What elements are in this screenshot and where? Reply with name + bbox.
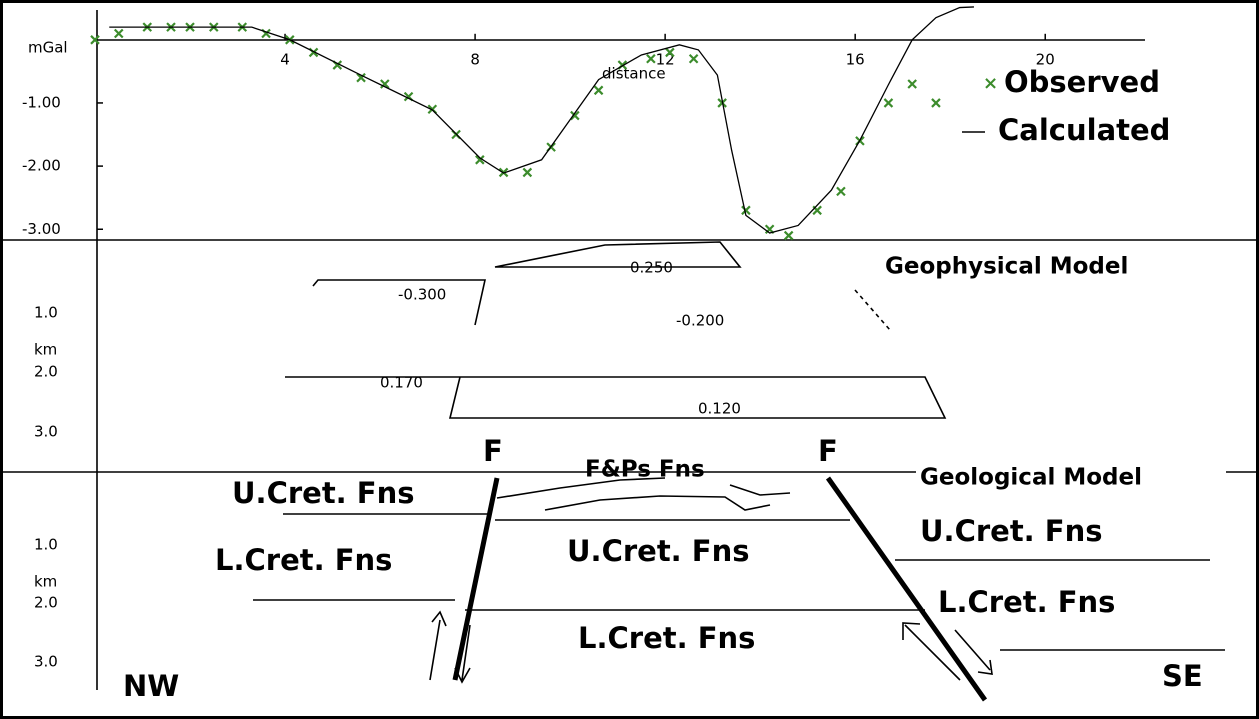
unit-label: L.Cret. Fns [215, 543, 392, 577]
observed-point [115, 29, 123, 37]
figure: Geophysical Model 0.250 -0.300 -0.200 0.… [0, 0, 1259, 719]
body-outline [855, 290, 890, 330]
depth-tick: 3.0 [34, 423, 58, 441]
fault-arrow [903, 623, 992, 680]
calculated-line [109, 7, 974, 233]
density-label: 0.170 [380, 374, 423, 392]
observed-point [647, 55, 655, 63]
unit-label: U.Cret. Fns [567, 534, 750, 568]
observed-point [690, 55, 698, 63]
legend-label: Observed [1004, 65, 1160, 99]
depth-tick: 2.0 [34, 594, 58, 612]
depth-tick: 2.0 [34, 363, 58, 381]
observed-point [932, 99, 940, 107]
observed-point [785, 232, 793, 240]
y-axis-label: mGal [28, 39, 68, 57]
unit-label: L.Cret. Fns [578, 621, 755, 655]
depth-label: km [34, 573, 57, 591]
depth-tick: 1.0 [34, 304, 58, 322]
direction-label: NW [123, 669, 179, 703]
fault-label: F [483, 434, 503, 468]
body-outline [495, 242, 740, 267]
fault-label: F [818, 434, 838, 468]
depth-label: km [34, 341, 57, 359]
legend-marker: × [983, 73, 998, 94]
density-label: -0.300 [398, 286, 446, 304]
legend-label: Calculated [998, 113, 1170, 147]
density-label: 0.120 [698, 400, 741, 418]
panel-title: Geophysical Model [885, 254, 1128, 280]
observed-point [884, 99, 892, 107]
y-tick-label: -3.00 [22, 220, 61, 238]
y-tick-label: -2.00 [22, 157, 61, 175]
unit-label: U.Cret. Fns [232, 476, 415, 510]
x-tick-label: 16 [846, 50, 865, 68]
unit-label: U.Cret. Fns [920, 514, 1103, 548]
density-label: -0.200 [676, 312, 724, 330]
unit-label: F&Ps Fns [585, 457, 705, 483]
unit-label: L.Cret. Fns [938, 585, 1115, 619]
y-tick-label: -1.00 [22, 93, 61, 111]
panel-title: Geological Model [920, 465, 1142, 491]
depth-tick: 3.0 [34, 653, 58, 671]
depth-tick: 1.0 [34, 536, 58, 554]
observed-point [595, 86, 603, 94]
density-label: 0.250 [630, 259, 673, 277]
fault [455, 478, 985, 700]
observed-point [523, 168, 531, 176]
x-tick-label: 4 [280, 50, 290, 68]
layer-base [545, 485, 790, 510]
direction-label: SE [1162, 659, 1203, 693]
observed-point [908, 80, 916, 88]
observed-point [837, 187, 845, 195]
x-tick-label: 8 [470, 50, 480, 68]
